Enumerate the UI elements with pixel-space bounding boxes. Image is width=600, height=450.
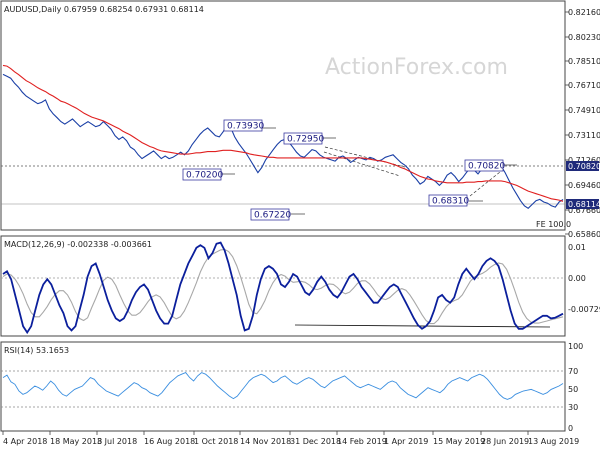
date-axis-label: 14 Nov 2018 (240, 437, 291, 446)
channel-line-right (469, 167, 506, 197)
macd-axis-label: 0.01 (568, 243, 586, 252)
price-axis-label: 0.74910 (568, 106, 600, 115)
annotation-box[interactable] (182, 168, 222, 181)
price-axis-label: 0.80230 (568, 33, 600, 42)
macd-axis-label: -0.007298 (568, 305, 600, 314)
macd-header: MACD(12,26,9) -0.002338 -0.003661 (4, 240, 152, 249)
macd-axis-label: 0.00 (568, 274, 586, 283)
annotation-box[interactable] (250, 208, 290, 221)
price-tag-label: 0.70820 (568, 162, 600, 171)
price-axis-label: 0.71260 (568, 156, 600, 165)
price-header: AUDUSD,Daily 0.67959 0.68254 0.67931 0.6… (4, 5, 204, 14)
price-axis-label: 0.65860 (568, 230, 600, 239)
rsi-axis-label: 0 (568, 424, 573, 433)
price-axis-label: 0.73110 (568, 131, 600, 140)
price-panel[interactable] (0, 0, 566, 231)
rsi-axis-label: 50 (568, 385, 578, 394)
date-axis-label: 16 Aug 2018 (144, 437, 195, 446)
annotation-box[interactable] (428, 194, 468, 207)
annotation-label: 0.72950 (287, 135, 324, 145)
annotation-label: 0.70820 (468, 162, 505, 172)
date-axis-label: 15 May 2019 (433, 437, 485, 446)
channel-line-upper (324, 146, 406, 168)
annotation-label: 0.70200 (186, 171, 223, 181)
price-axis-label: 0.78510 (568, 57, 600, 66)
channel-line-lower (323, 151, 401, 177)
macd-main-line (2, 241, 564, 335)
price-tag-label: 0.68114 (568, 200, 600, 209)
annotation-box[interactable] (223, 119, 263, 132)
annotation-box[interactable] (283, 132, 323, 145)
date-axis-label: 18 May 2018 (50, 437, 102, 446)
price-tag (566, 199, 599, 209)
date-axis-label: 4 Apr 2018 (3, 437, 47, 446)
price-tag (566, 161, 599, 171)
rsi-header: RSI(14) 53.1653 (4, 346, 69, 355)
date-axis-label: 1 Apr 2019 (384, 437, 428, 446)
rsi-axis-label: 30 (568, 403, 578, 412)
annotation-label: 0.68310 (432, 197, 469, 207)
price-axis-label: 0.69460 (568, 181, 600, 190)
rsi-series-line (2, 372, 564, 400)
date-axis-label: 31 Dec 2018 (290, 437, 341, 446)
date-axis-label: 14 Feb 2019 (337, 437, 387, 446)
rsi-axis-label: 70 (568, 367, 578, 376)
sma-series-line (2, 64, 564, 202)
date-axis-label: 13 Aug 2019 (528, 437, 579, 446)
date-axis-label: 1 Oct 2018 (194, 437, 238, 446)
date-axis-label: 3 Jul 2018 (97, 437, 137, 446)
annotation-label: 0.67220 (254, 211, 291, 221)
annotation-label: 0.73930 (227, 122, 264, 132)
price-axis-label: 0.82160 (568, 8, 600, 17)
price-axis-label: 0.67660 (568, 206, 600, 215)
macd-signal-line (2, 248, 564, 325)
fe-label: FE 100.0 (536, 220, 571, 229)
price-axis-label: 0.76710 (568, 81, 600, 90)
date-axis-label: 28 Jun 2019 (481, 437, 529, 446)
watermark: ActionForex.com (325, 55, 508, 80)
annotation-box[interactable] (464, 159, 504, 172)
macd-trendline (294, 324, 551, 328)
rsi-panel[interactable] (0, 341, 566, 432)
rsi-axis-label: 100 (568, 342, 583, 351)
